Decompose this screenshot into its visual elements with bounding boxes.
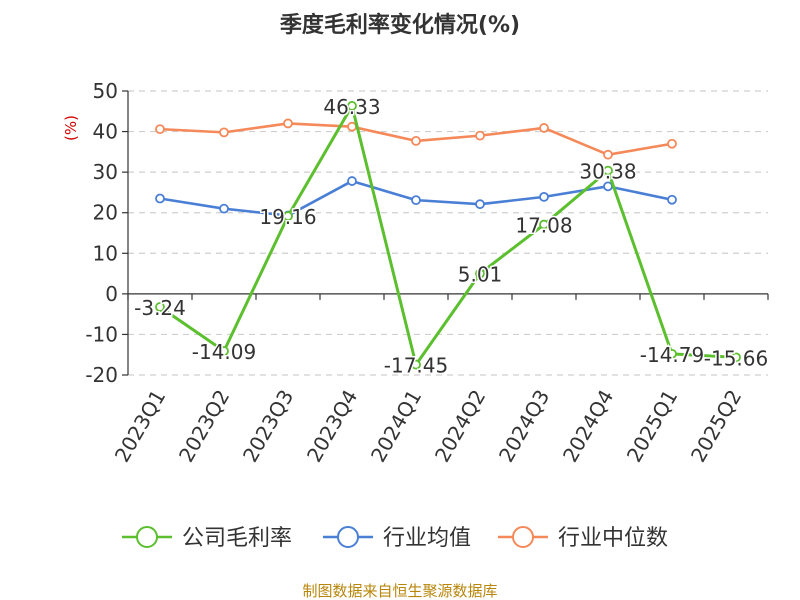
data-point[interactable] <box>667 348 677 359</box>
x-tick-label: 2024Q2 <box>430 386 490 467</box>
data-point[interactable] <box>219 127 229 138</box>
data-point[interactable] <box>539 219 549 230</box>
x-tick-label: 2023Q1 <box>110 386 170 467</box>
y-tick-label: 40 <box>93 120 118 144</box>
data-label: -14.79 <box>640 343 704 367</box>
legend-item-0[interactable]: 公司毛利率 <box>122 526 292 551</box>
y-tick-label: 10 <box>93 241 118 265</box>
y-tick-label: -10 <box>85 322 118 346</box>
legend-marker <box>512 526 534 548</box>
data-point[interactable] <box>603 149 613 160</box>
data-label: -17.45 <box>384 354 448 378</box>
legend-label: 行业中位数 <box>558 526 668 551</box>
data-label: 46.33 <box>323 95 380 119</box>
data-point[interactable] <box>411 359 421 370</box>
x-tick-label: 2024Q1 <box>366 386 426 467</box>
data-point[interactable] <box>475 130 485 141</box>
chart-title: 季度毛利率变化情况(%) <box>280 12 520 38</box>
legend-label: 行业均值 <box>383 526 471 551</box>
data-point[interactable] <box>411 195 421 206</box>
data-point[interactable] <box>155 124 165 135</box>
legend-label: 公司毛利率 <box>182 526 292 551</box>
x-tick-label: 2025Q2 <box>686 386 746 467</box>
data-point[interactable] <box>219 203 229 214</box>
data-point[interactable] <box>347 176 357 186</box>
data-point[interactable] <box>475 268 485 279</box>
data-point[interactable] <box>155 193 165 204</box>
data-point[interactable] <box>667 194 677 205</box>
x-tick-label: 2023Q2 <box>174 386 234 467</box>
x-tick-label: 2024Q4 <box>558 386 618 467</box>
data-point[interactable] <box>347 100 357 111</box>
data-point[interactable] <box>411 136 421 146</box>
y-tick-label: 20 <box>93 201 118 225</box>
data-label: 19.16 <box>259 205 316 229</box>
data-point[interactable] <box>539 191 549 202</box>
legend-marker <box>337 526 359 548</box>
legend-item-2[interactable]: 行业中位数 <box>498 526 668 551</box>
data-label: 5.01 <box>458 263 503 287</box>
y-tick-label: 30 <box>93 160 118 184</box>
series-2 <box>155 118 677 160</box>
data-point[interactable] <box>283 118 293 129</box>
legend-marker <box>136 526 158 548</box>
series-layer <box>155 100 741 370</box>
data-point[interactable] <box>731 352 741 363</box>
source-note: 制图数据来自恒生聚源数据库 <box>302 582 497 600</box>
data-label: -15.66 <box>704 346 768 370</box>
data-label: 30.38 <box>579 160 636 184</box>
series-line <box>159 104 737 367</box>
x-tick-label: 2023Q4 <box>302 386 362 467</box>
data-labels: -3.24-14.09 19.16 46.33 -17.45 5.01 17.08 30.3… <box>133 93 770 379</box>
y-tick-label: 50 <box>93 79 118 103</box>
data-label: -14.09 <box>192 340 256 364</box>
x-tick-label: 2025Q1 <box>622 386 682 467</box>
data-point[interactable] <box>347 121 357 132</box>
series-0 <box>155 100 741 370</box>
axes: -20 -10 0 10 20 30 40 50 2023Q1 2023Q2 2023Q3 2023Q… <box>85 79 769 467</box>
data-label: -3.24 <box>134 296 186 320</box>
data-point[interactable] <box>475 199 485 210</box>
legend[interactable]: 公司毛利率 行业均值 行业中位数 <box>122 526 668 551</box>
gridlines <box>128 90 768 376</box>
data-point[interactable] <box>539 123 549 133</box>
data-point[interactable] <box>603 165 613 176</box>
data-label: 17.08 <box>515 214 572 238</box>
legend-item-1[interactable]: 行业均值 <box>323 526 471 551</box>
data-point[interactable] <box>219 346 229 356</box>
x-tick-label: 2023Q3 <box>238 386 298 467</box>
y-axis-label: (%) <box>62 115 80 141</box>
x-tick-label: 2024Q3 <box>494 386 554 467</box>
y-tick-label: 0 <box>105 282 118 306</box>
data-point[interactable] <box>283 211 293 222</box>
data-point[interactable] <box>667 138 677 149</box>
data-point[interactable] <box>155 302 165 312</box>
y-tick-label: -20 <box>85 363 118 387</box>
